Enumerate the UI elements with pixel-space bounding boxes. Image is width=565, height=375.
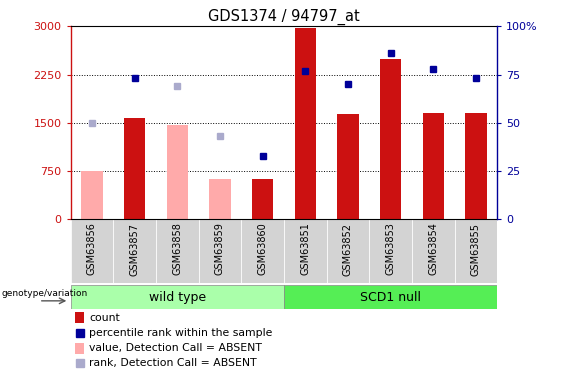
- Text: genotype/variation: genotype/variation: [1, 289, 88, 298]
- Bar: [465, 113, 486, 219]
- Bar: [124, 118, 145, 219]
- Bar: [241, 219, 284, 283]
- Text: GSM63854: GSM63854: [428, 223, 438, 275]
- Bar: [423, 112, 444, 219]
- Bar: [71, 219, 113, 283]
- Bar: [284, 219, 327, 283]
- Bar: [327, 219, 370, 283]
- Text: GSM63860: GSM63860: [258, 223, 268, 275]
- Bar: [209, 180, 231, 219]
- Text: GSM63858: GSM63858: [172, 223, 182, 275]
- Bar: [454, 219, 497, 283]
- Text: wild type: wild type: [149, 291, 206, 304]
- Text: rank, Detection Call = ABSENT: rank, Detection Call = ABSENT: [89, 358, 257, 369]
- Text: GSM63851: GSM63851: [300, 223, 310, 275]
- Text: GSM63859: GSM63859: [215, 223, 225, 275]
- Text: count: count: [89, 313, 120, 323]
- Bar: [156, 219, 199, 283]
- Title: GDS1374 / 94797_at: GDS1374 / 94797_at: [208, 9, 360, 25]
- Bar: [252, 180, 273, 219]
- Text: SCD1 null: SCD1 null: [360, 291, 421, 304]
- Text: GSM63855: GSM63855: [471, 223, 481, 276]
- Text: GSM63856: GSM63856: [87, 223, 97, 275]
- Bar: [167, 125, 188, 219]
- Bar: [71, 285, 284, 309]
- Bar: [75, 343, 84, 354]
- Text: GSM63852: GSM63852: [343, 223, 353, 276]
- Bar: [284, 285, 497, 309]
- Bar: [337, 114, 359, 219]
- Bar: [370, 219, 412, 283]
- Bar: [75, 312, 84, 323]
- Bar: [113, 219, 156, 283]
- Text: value, Detection Call = ABSENT: value, Detection Call = ABSENT: [89, 344, 262, 354]
- Bar: [199, 219, 241, 283]
- Bar: [81, 171, 103, 219]
- Text: percentile rank within the sample: percentile rank within the sample: [89, 328, 273, 339]
- Bar: [380, 59, 401, 219]
- Bar: [294, 27, 316, 219]
- Text: GSM63857: GSM63857: [129, 223, 140, 276]
- Bar: [412, 219, 454, 283]
- Text: GSM63853: GSM63853: [385, 223, 396, 275]
